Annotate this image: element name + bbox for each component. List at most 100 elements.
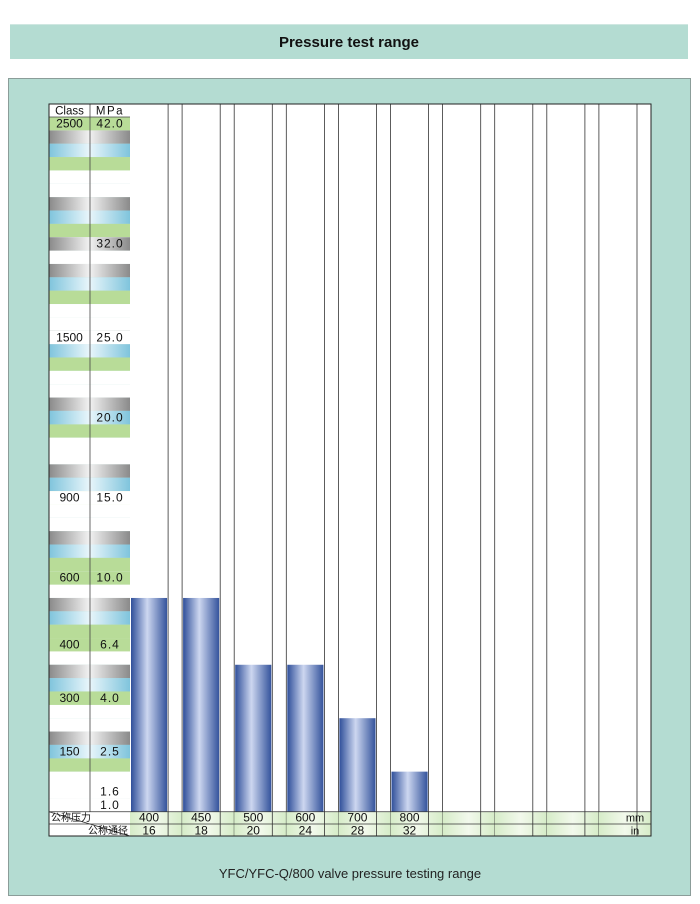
bottom-axis: 400164501850020600247002880032mmin公称压力公称… bbox=[48, 103, 652, 838]
mm-label: 600 bbox=[295, 811, 315, 825]
mpa-tick-label: 32.0 bbox=[96, 237, 123, 251]
axis-band bbox=[49, 611, 130, 625]
axis-band bbox=[49, 223, 130, 238]
bar-600 bbox=[287, 664, 324, 812]
axis-tick-band bbox=[49, 571, 130, 585]
axis-band bbox=[49, 197, 130, 211]
axis-band bbox=[49, 130, 130, 144]
bar-400 bbox=[131, 597, 168, 812]
in-label: 16 bbox=[142, 824, 156, 838]
mpa-tick-label: 2.5 bbox=[100, 744, 120, 758]
axis-tick-band bbox=[49, 117, 130, 131]
axis-band bbox=[49, 384, 130, 398]
mm-label: 500 bbox=[243, 811, 263, 825]
axis-band bbox=[49, 277, 130, 291]
left-axis: 2500 42.0 32.0 1500 25.0 20.0 900 15.0 600 10.0 40… bbox=[49, 104, 130, 812]
mpa-tick-label: 6.4 bbox=[100, 638, 120, 652]
axis-tick-band bbox=[49, 410, 130, 425]
axis-band bbox=[49, 170, 130, 184]
class-tick-label: 300 bbox=[59, 691, 79, 705]
axis-tick-band bbox=[49, 798, 130, 812]
axis-tick-band bbox=[49, 237, 130, 251]
axis-band bbox=[49, 210, 130, 224]
axis-band bbox=[49, 504, 130, 518]
title-band: Pressure test range bbox=[10, 24, 688, 59]
chart-border bbox=[48, 103, 652, 837]
axis-band bbox=[49, 771, 130, 785]
class-tick-label: 2500 bbox=[56, 117, 83, 131]
axis-band bbox=[49, 157, 130, 171]
axis-band bbox=[49, 397, 130, 411]
bar-800 bbox=[391, 771, 428, 812]
axis-band bbox=[49, 143, 130, 158]
mpa-tick-label: 42.0 bbox=[96, 117, 123, 131]
bars bbox=[131, 597, 428, 812]
mpa-tick-label: 10.0 bbox=[96, 571, 123, 585]
mm-label: 700 bbox=[347, 811, 367, 825]
axis-tick-band bbox=[49, 638, 130, 652]
corner-label-pressure: 公称压力 bbox=[51, 811, 91, 824]
class-tick-label: 150 bbox=[59, 744, 79, 758]
in-label: 32 bbox=[403, 824, 417, 838]
axis-band bbox=[49, 718, 130, 732]
axis-band bbox=[49, 557, 130, 572]
axis-band bbox=[49, 317, 130, 331]
axis-band bbox=[49, 584, 130, 598]
axis-band bbox=[49, 531, 130, 545]
axis-band bbox=[49, 250, 130, 264]
axis-band bbox=[49, 597, 130, 612]
axis-band bbox=[49, 678, 130, 692]
bar-500 bbox=[235, 664, 272, 812]
axis-band bbox=[49, 464, 130, 478]
class-tick-label: 400 bbox=[59, 638, 79, 652]
chart-caption: YFC/YFC-Q/800 valve pressure testing ran… bbox=[218, 866, 482, 881]
bar-700 bbox=[339, 718, 376, 812]
axis-band bbox=[49, 344, 130, 358]
in-label: 20 bbox=[247, 824, 261, 838]
axis-tick-band bbox=[49, 691, 130, 705]
class-tick-label: 600 bbox=[59, 571, 79, 585]
axis-tick-band bbox=[49, 785, 130, 799]
mpa-tick-label: 20.0 bbox=[96, 410, 123, 424]
axis-tick-band bbox=[49, 491, 130, 505]
axis-band bbox=[49, 357, 130, 371]
axis-band bbox=[49, 651, 130, 665]
axis-band bbox=[49, 437, 130, 451]
axis-band bbox=[49, 664, 130, 679]
axis-band bbox=[49, 731, 130, 745]
mpa-tick-label: 1.6 bbox=[100, 785, 120, 799]
axis-tick-band bbox=[49, 330, 130, 345]
bar-450 bbox=[183, 597, 220, 812]
page-title: Pressure test range bbox=[278, 33, 420, 51]
axis-band bbox=[49, 304, 130, 318]
corner-label-diameter: 公称通径 bbox=[88, 824, 128, 837]
axis-band bbox=[49, 704, 130, 719]
class-axis-header: Class bbox=[55, 106, 84, 118]
mpa-axis-header: MPa bbox=[96, 106, 124, 118]
axis-band bbox=[49, 758, 130, 772]
in-label: 18 bbox=[194, 824, 208, 838]
mpa-tick-label: 15.0 bbox=[96, 491, 123, 505]
axis-band bbox=[49, 424, 130, 438]
mm-label: 400 bbox=[139, 811, 159, 825]
mm-label: 800 bbox=[400, 811, 420, 825]
axis-header-bg bbox=[49, 104, 130, 117]
class-tick-label: 900 bbox=[59, 491, 79, 505]
axis-band bbox=[49, 370, 130, 385]
axis-band bbox=[49, 183, 130, 198]
axis-band bbox=[49, 624, 130, 639]
in-label: 28 bbox=[351, 824, 365, 838]
class-tick-label: 1500 bbox=[56, 330, 83, 344]
mm-unit-label: mm bbox=[626, 813, 644, 825]
mpa-tick-label: 4.0 bbox=[100, 691, 120, 705]
mpa-tick-label: 25.0 bbox=[96, 330, 123, 344]
mm-label: 450 bbox=[191, 811, 211, 825]
axis-band bbox=[49, 477, 130, 492]
axis-band bbox=[49, 290, 130, 305]
axis-band bbox=[49, 263, 130, 278]
axis-tick-band bbox=[49, 744, 130, 759]
in-label: 24 bbox=[299, 824, 313, 838]
in-unit-label: in bbox=[631, 826, 640, 838]
axis-band bbox=[49, 451, 130, 465]
